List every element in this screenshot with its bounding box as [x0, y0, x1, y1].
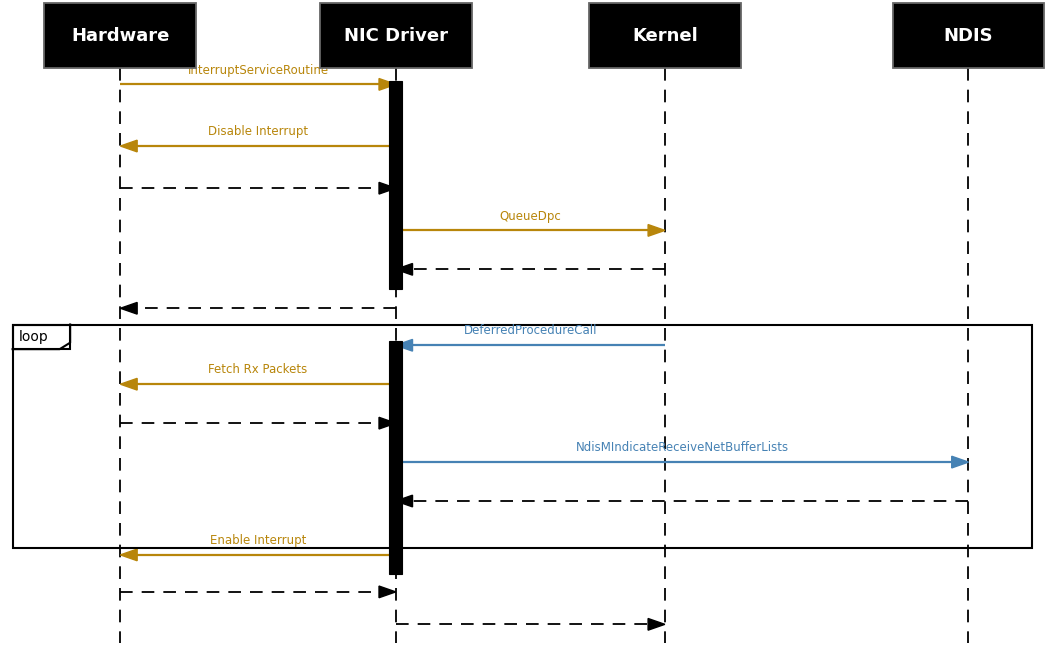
Text: NdisMIndicateReceiveNetBufferLists: NdisMIndicateReceiveNetBufferLists: [576, 441, 788, 454]
Polygon shape: [648, 225, 665, 236]
Text: DeferredProcedureCall: DeferredProcedureCall: [464, 324, 597, 337]
Text: Enable Interrupt: Enable Interrupt: [209, 534, 307, 547]
Polygon shape: [120, 302, 137, 314]
Text: NIC Driver: NIC Driver: [343, 27, 448, 45]
Polygon shape: [379, 182, 396, 194]
Bar: [389, 81, 402, 289]
Polygon shape: [396, 263, 413, 275]
Polygon shape: [120, 549, 137, 561]
Bar: [13, 324, 70, 349]
Polygon shape: [396, 495, 413, 507]
Bar: [320, 3, 471, 68]
Bar: [13, 324, 1032, 548]
Text: Disable Interrupt: Disable Interrupt: [208, 125, 308, 138]
Bar: [45, 3, 197, 68]
Polygon shape: [648, 618, 665, 630]
Polygon shape: [120, 140, 137, 152]
Text: NDIS: NDIS: [943, 27, 994, 45]
Text: InterruptServiceRoutine: InterruptServiceRoutine: [187, 64, 329, 77]
Polygon shape: [379, 586, 396, 598]
Polygon shape: [952, 456, 968, 468]
Polygon shape: [379, 79, 396, 90]
Polygon shape: [396, 339, 413, 351]
Text: QueueDpc: QueueDpc: [499, 210, 561, 223]
Polygon shape: [120, 378, 137, 390]
Polygon shape: [379, 417, 396, 429]
Bar: [389, 341, 402, 574]
Text: Hardware: Hardware: [71, 27, 170, 45]
Text: loop: loop: [19, 330, 48, 344]
Text: Fetch Rx Packets: Fetch Rx Packets: [208, 363, 308, 376]
Text: Kernel: Kernel: [632, 27, 697, 45]
Bar: [892, 3, 1044, 68]
Bar: [588, 3, 741, 68]
